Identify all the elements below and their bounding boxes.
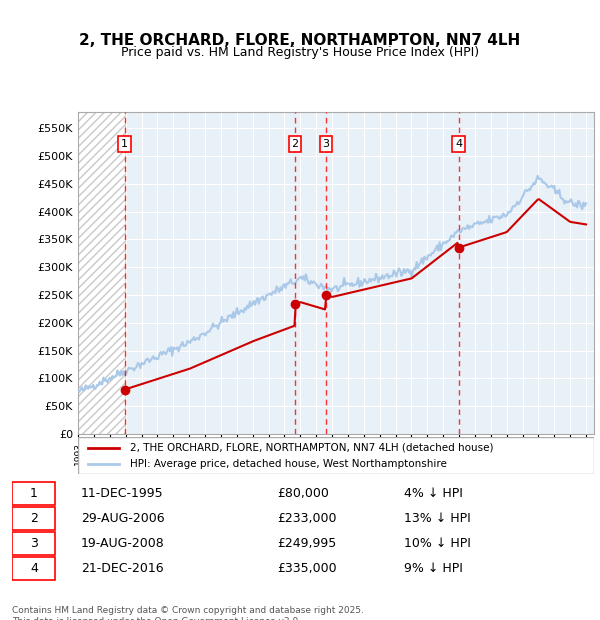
Text: 1: 1 [30,487,38,500]
Text: 19-AUG-2008: 19-AUG-2008 [81,537,165,550]
Text: 3: 3 [30,537,38,550]
Text: 9% ↓ HPI: 9% ↓ HPI [404,562,463,575]
Text: 2: 2 [30,512,38,525]
Text: 2: 2 [292,139,298,149]
Text: 29-AUG-2006: 29-AUG-2006 [81,512,165,525]
Text: £335,000: £335,000 [277,562,337,575]
FancyBboxPatch shape [78,437,594,474]
FancyBboxPatch shape [12,557,55,580]
Text: 2, THE ORCHARD, FLORE, NORTHAMPTON, NN7 4LH: 2, THE ORCHARD, FLORE, NORTHAMPTON, NN7 … [79,33,521,48]
Text: 4% ↓ HPI: 4% ↓ HPI [404,487,463,500]
Text: 21-DEC-2016: 21-DEC-2016 [81,562,164,575]
Text: 2, THE ORCHARD, FLORE, NORTHAMPTON, NN7 4LH (detached house): 2, THE ORCHARD, FLORE, NORTHAMPTON, NN7 … [130,443,493,453]
FancyBboxPatch shape [12,532,55,555]
Text: 13% ↓ HPI: 13% ↓ HPI [404,512,470,525]
Text: Contains HM Land Registry data © Crown copyright and database right 2025.
This d: Contains HM Land Registry data © Crown c… [12,606,364,620]
Text: £233,000: £233,000 [277,512,337,525]
Text: 3: 3 [323,139,329,149]
Text: £80,000: £80,000 [277,487,329,500]
FancyBboxPatch shape [12,507,55,530]
Text: Price paid vs. HM Land Registry's House Price Index (HPI): Price paid vs. HM Land Registry's House … [121,46,479,59]
Text: 4: 4 [30,562,38,575]
Text: 11-DEC-1995: 11-DEC-1995 [81,487,164,500]
Text: £249,995: £249,995 [277,537,336,550]
Bar [78,112,125,434]
Text: HPI: Average price, detached house, West Northamptonshire: HPI: Average price, detached house, West… [130,459,446,469]
FancyBboxPatch shape [12,482,55,505]
Text: 4: 4 [455,139,462,149]
Text: 1: 1 [121,139,128,149]
Text: 10% ↓ HPI: 10% ↓ HPI [404,537,470,550]
